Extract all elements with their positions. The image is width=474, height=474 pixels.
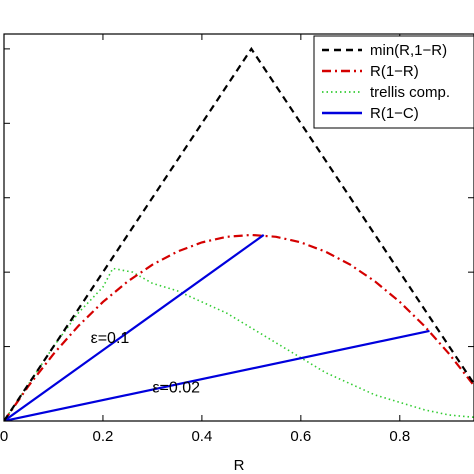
x-tick-label: 0.4	[191, 428, 212, 445]
x-tick-label: 0.6	[290, 428, 311, 445]
axes-frame	[3, 33, 474, 422]
annotation-0: ε=0.1	[91, 330, 130, 347]
annotation-layer: ε=0.1 ε=0.02	[91, 330, 201, 397]
x-tick-label: 0.8	[389, 428, 410, 445]
series-line-3-segment-0	[4, 234, 265, 421]
legend-label-2: trellis comp.	[370, 84, 450, 101]
x-tick-label: 0.2	[93, 428, 114, 445]
series-line-1	[4, 233, 474, 421]
legend-label-1: R(1−R)	[370, 63, 419, 80]
series-line-2	[4, 267, 474, 421]
tick-layer: 0 0.2 0.4 0.6 0.8	[0, 34, 474, 445]
series-line-0	[4, 46, 474, 421]
x-tick-label: 0	[0, 428, 8, 445]
series-layer	[4, 46, 474, 421]
series-line-3-segment-1	[4, 329, 430, 421]
legend-label-0: min(R,1−R)	[370, 42, 447, 59]
legend: min(R,1−R) R(1−R) trellis comp. R(1−C)	[313, 35, 474, 129]
legend-label-3: R(1−C)	[370, 105, 419, 122]
annotation-1: ε=0.02	[152, 380, 200, 397]
x-axis-label: R	[234, 457, 245, 474]
